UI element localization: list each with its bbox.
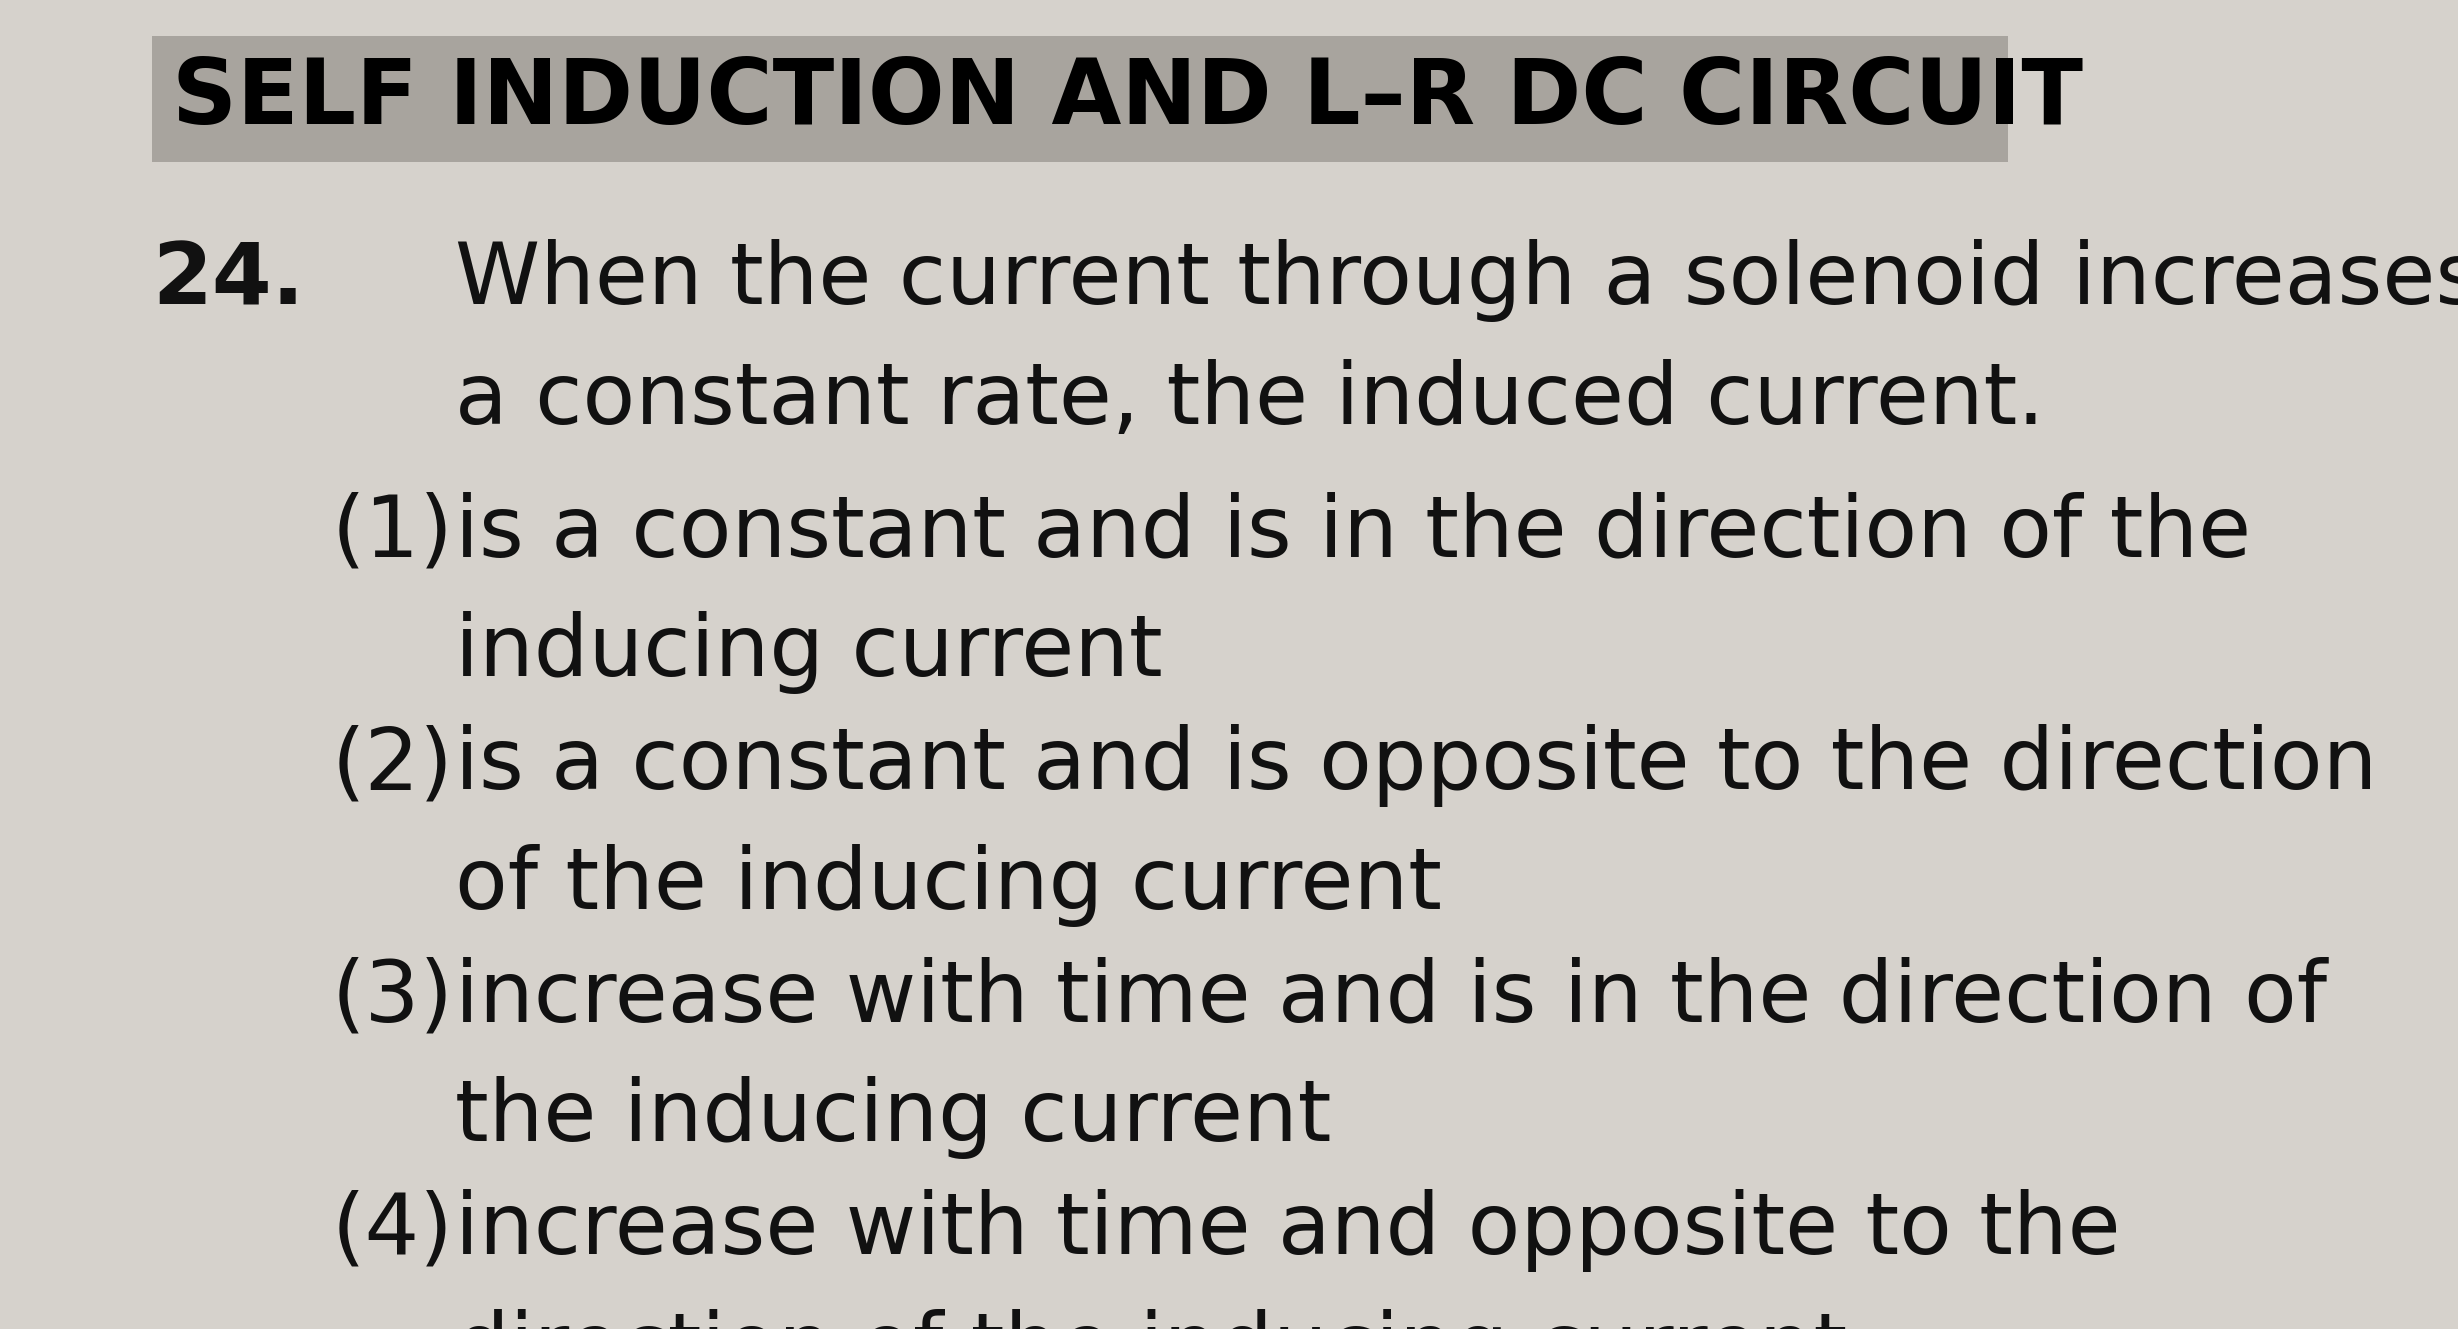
Text: increase with time and opposite to the: increase with time and opposite to the — [455, 1189, 2121, 1272]
Text: (1): (1) — [332, 492, 455, 574]
Text: direction of the inducing current: direction of the inducing current — [455, 1309, 1846, 1329]
Text: SELF INDUCTION AND L–R DC CIRCUIT: SELF INDUCTION AND L–R DC CIRCUIT — [172, 54, 2082, 144]
Text: (2): (2) — [332, 724, 455, 807]
Text: is a constant and is opposite to the direction: is a constant and is opposite to the dir… — [455, 724, 2377, 807]
FancyBboxPatch shape — [152, 36, 2008, 162]
Text: of the inducing current: of the inducing current — [455, 844, 1440, 926]
Text: inducing current: inducing current — [455, 611, 1163, 694]
Text: (4): (4) — [332, 1189, 455, 1272]
Text: is a constant and is in the direction of the: is a constant and is in the direction of… — [455, 492, 2252, 574]
Text: a constant rate, the induced current.: a constant rate, the induced current. — [455, 359, 2045, 441]
Text: (3): (3) — [332, 957, 455, 1039]
Text: increase with time and is in the direction of: increase with time and is in the directi… — [455, 957, 2328, 1039]
Text: 24.: 24. — [152, 239, 305, 322]
Text: the inducing current: the inducing current — [455, 1076, 1332, 1159]
Text: When the current through a solenoid increases at: When the current through a solenoid incr… — [455, 239, 2458, 322]
